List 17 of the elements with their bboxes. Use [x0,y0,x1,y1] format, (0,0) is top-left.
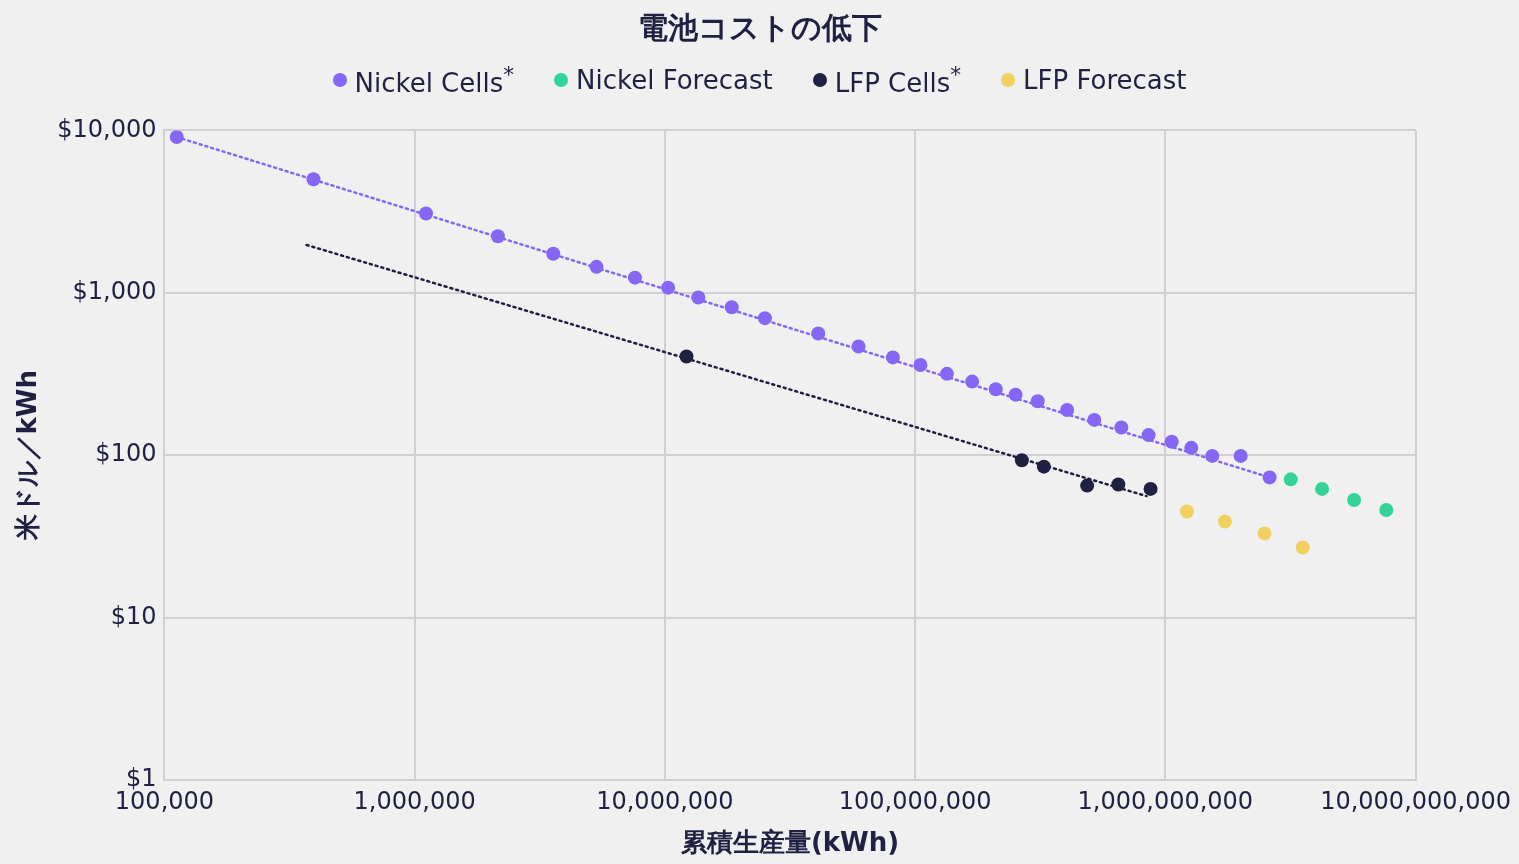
legend-label: Nickel Forecast [576,65,773,95]
y-axis-title: 米ドル／kWh [12,369,43,542]
legend-label: LFP Cells$^{*}$ [834,62,962,98]
legend-label: Nickel Cells$^{*}$ [354,62,515,98]
y-tick-label: $100 [95,439,157,468]
y-tick-label: $1,000 [72,277,157,306]
x-tick-label: 1,000,000 [353,786,476,815]
chart-title: 電池コストの低下 [636,9,883,47]
legend-label: LFP Forecast [1023,65,1187,95]
x-axis-title: 累積生産量(kWh) [679,827,900,858]
x-tick-label: 10,000,000 [596,786,734,815]
y-tick-label: $10,000 [57,114,157,143]
y-tick-label: $10 [110,601,157,630]
x-tick-label: 10,000,000,000 [1320,786,1511,815]
x-tick-label: 100,000 [114,786,215,815]
x-tick-label: 100,000,000 [838,786,992,815]
x-tick-label: 1,000,000,000 [1077,786,1254,815]
